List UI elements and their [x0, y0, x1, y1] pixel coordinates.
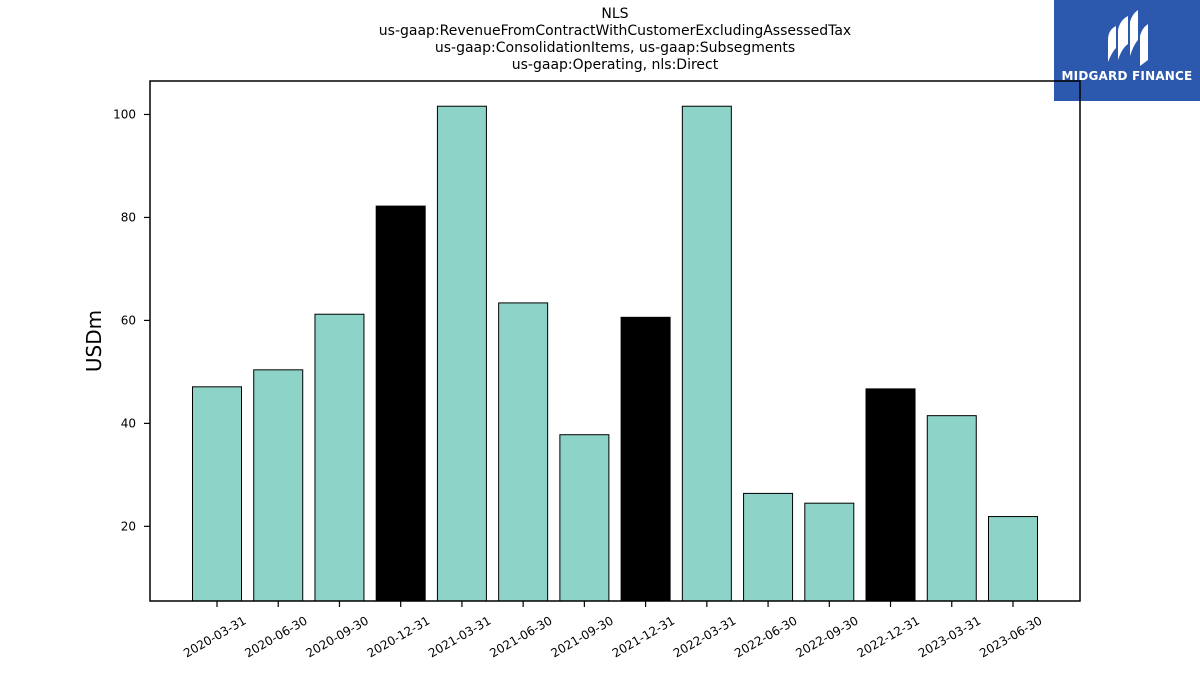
x-tick-label: 2021-03-31	[426, 613, 493, 660]
bar-2020-09-30	[314, 313, 365, 602]
x-tick-label: 2022-03-31	[671, 613, 738, 660]
y-tick-label: 20	[121, 519, 136, 533]
chart-title-line-3: us-gaap:ConsolidationItems, us-gaap:Subs…	[434, 40, 796, 56]
bar-2020-06-30	[253, 369, 304, 602]
y-tick-label: 60	[121, 313, 136, 327]
chart-title: NLS us-gaap:RevenueFromContractWithCusto…	[150, 6, 1080, 74]
brand-logo: MIDGARD FINANCE	[1054, 0, 1200, 101]
chart-title-line-4: us-gaap:Operating, nls:Direct	[511, 57, 719, 73]
bar-series	[192, 105, 1038, 602]
x-tick-label: 2022-06-30	[732, 613, 799, 660]
x-tick-label: 2023-06-30	[977, 613, 1044, 660]
bar-2021-09-30	[559, 434, 610, 602]
x-tick-label: 2020-09-30	[304, 613, 371, 660]
x-tick-label: 2021-12-31	[610, 613, 677, 660]
x-tick-label: 2022-12-31	[855, 613, 922, 660]
brand-name: MIDGARD FINANCE	[1061, 69, 1193, 83]
x-tick-label: 2021-09-30	[548, 613, 615, 660]
chart-title-line-1: NLS	[601, 6, 629, 22]
y-axis-label: USDm	[82, 310, 106, 372]
bar-2022-06-30	[743, 492, 794, 602]
bar-2023-03-31	[926, 415, 977, 602]
bar-2022-12-31	[865, 388, 916, 602]
y-axis: 20 40 60 80 100	[113, 107, 150, 533]
chart-title-line-2: us-gaap:RevenueFromContractWithCustomerE…	[378, 23, 852, 39]
x-tick-label: 2020-03-31	[181, 613, 248, 660]
x-axis: 2020-03-312020-06-302020-09-302020-12-31…	[181, 601, 1044, 660]
y-tick-label: 80	[121, 210, 136, 224]
x-tick-label: 2023-03-31	[916, 613, 983, 660]
bar-2022-09-30	[804, 502, 855, 602]
bar-2022-03-31	[681, 105, 732, 602]
bar-2021-12-31	[620, 316, 671, 602]
plot-frame	[149, 80, 1081, 602]
bar-2020-03-31	[192, 386, 242, 602]
bar-2023-06-30	[987, 516, 1038, 602]
x-tick-label: 2022-09-30	[793, 613, 860, 660]
x-tick-label: 2020-12-31	[365, 613, 432, 660]
y-tick-label: 100	[113, 107, 136, 121]
bar-2021-06-30	[498, 302, 549, 602]
bar-2020-12-31	[375, 205, 426, 602]
midgard-logo-icon	[1108, 10, 1148, 66]
x-tick-label: 2020-06-30	[242, 613, 309, 660]
x-tick-label: 2021-06-30	[487, 613, 554, 660]
y-tick-label: 40	[121, 416, 136, 430]
bar-2021-03-31	[436, 105, 487, 602]
